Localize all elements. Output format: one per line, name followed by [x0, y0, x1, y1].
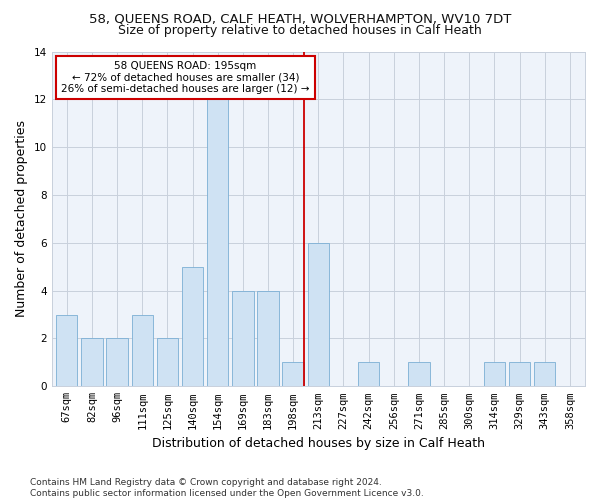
- Bar: [232, 290, 254, 386]
- Bar: [509, 362, 530, 386]
- Text: 58 QUEENS ROAD: 195sqm
← 72% of detached houses are smaller (34)
26% of semi-det: 58 QUEENS ROAD: 195sqm ← 72% of detached…: [61, 61, 310, 94]
- Bar: [131, 314, 153, 386]
- Bar: [484, 362, 505, 386]
- Bar: [157, 338, 178, 386]
- Bar: [207, 100, 229, 387]
- Bar: [56, 314, 77, 386]
- Bar: [182, 266, 203, 386]
- X-axis label: Distribution of detached houses by size in Calf Heath: Distribution of detached houses by size …: [152, 437, 485, 450]
- Bar: [106, 338, 128, 386]
- Text: 58, QUEENS ROAD, CALF HEATH, WOLVERHAMPTON, WV10 7DT: 58, QUEENS ROAD, CALF HEATH, WOLVERHAMPT…: [89, 12, 511, 26]
- Bar: [308, 243, 329, 386]
- Bar: [534, 362, 556, 386]
- Text: Size of property relative to detached houses in Calf Heath: Size of property relative to detached ho…: [118, 24, 482, 37]
- Bar: [81, 338, 103, 386]
- Text: Contains HM Land Registry data © Crown copyright and database right 2024.
Contai: Contains HM Land Registry data © Crown c…: [30, 478, 424, 498]
- Bar: [408, 362, 430, 386]
- Bar: [257, 290, 279, 386]
- Y-axis label: Number of detached properties: Number of detached properties: [15, 120, 28, 318]
- Bar: [283, 362, 304, 386]
- Bar: [358, 362, 379, 386]
